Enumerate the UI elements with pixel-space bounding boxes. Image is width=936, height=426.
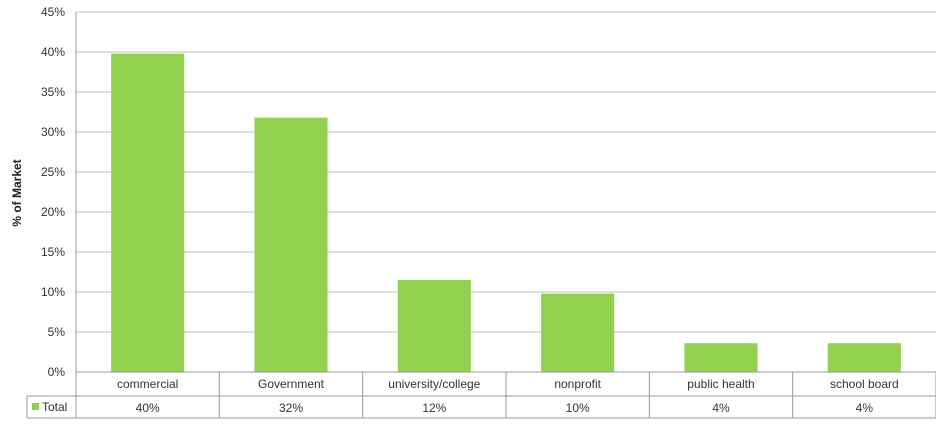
y-tick-label: 15% xyxy=(41,245,65,259)
data-label: 4% xyxy=(712,401,730,415)
bar xyxy=(111,53,185,372)
data-table: commercial 40% Government 32% university/col… xyxy=(26,371,936,419)
grid-layer xyxy=(76,11,936,333)
category-label: university/college xyxy=(388,377,480,391)
category-label: Government xyxy=(258,377,325,391)
data-label: 12% xyxy=(422,401,446,415)
bar xyxy=(827,343,901,372)
legend-swatch xyxy=(32,403,39,410)
category-label: public health xyxy=(687,377,754,391)
category-label: commercial xyxy=(117,377,178,391)
y-tick-label: 45% xyxy=(41,5,65,19)
y-tick-label: 10% xyxy=(41,285,65,299)
data-label: 10% xyxy=(566,401,590,415)
data-label: 4% xyxy=(856,401,874,415)
y-tick-label: 30% xyxy=(41,125,65,139)
bar xyxy=(541,293,615,372)
axis-layer: 0% 5% 10% 15% 20% 25% 30% 35% 40% 45% xyxy=(41,5,77,379)
y-tick-label: 5% xyxy=(48,325,66,339)
y-axis-label: % of Market xyxy=(10,159,24,226)
category-label: nonprofit xyxy=(554,377,601,391)
y-tick-label: 25% xyxy=(41,165,65,179)
y-tick-label: 35% xyxy=(41,85,65,99)
y-tick-label: 0% xyxy=(48,365,66,379)
bar xyxy=(684,343,758,372)
data-label: 40% xyxy=(136,401,160,415)
bar xyxy=(397,280,471,372)
data-label: 32% xyxy=(279,401,303,415)
bar xyxy=(254,117,328,372)
category-label: school board xyxy=(830,377,899,391)
y-tick-label: 20% xyxy=(41,205,65,219)
y-tick-label: 40% xyxy=(41,45,65,59)
legend-label: Total xyxy=(42,400,67,414)
bar-layer xyxy=(111,53,901,372)
